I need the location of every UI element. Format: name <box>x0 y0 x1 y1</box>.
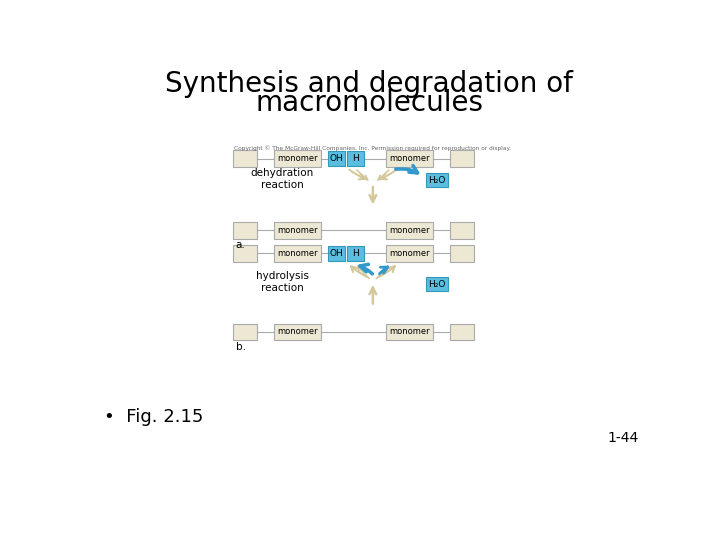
Bar <box>386 150 433 167</box>
Text: H₂O: H₂O <box>428 176 446 185</box>
Bar <box>449 150 474 167</box>
Text: b.: b. <box>235 342 246 352</box>
Bar <box>449 222 474 239</box>
Text: 1-44: 1-44 <box>608 431 639 446</box>
Bar <box>426 278 448 291</box>
Bar <box>328 151 345 166</box>
Text: H: H <box>351 249 359 258</box>
Bar <box>274 323 321 340</box>
Bar <box>274 222 321 239</box>
Text: dehydration
reaction: dehydration reaction <box>251 168 314 190</box>
Text: monomer: monomer <box>389 154 430 163</box>
Bar <box>449 245 474 262</box>
Text: monomer: monomer <box>277 249 318 258</box>
Text: monomer: monomer <box>389 327 430 336</box>
Bar <box>233 245 258 262</box>
Text: Copyright © The McGraw-Hill Companies, Inc. Permission required for reproduction: Copyright © The McGraw-Hill Companies, I… <box>235 145 511 151</box>
Text: H₂O: H₂O <box>428 280 446 289</box>
Text: a.: a. <box>235 240 246 251</box>
Text: monomer: monomer <box>277 154 318 163</box>
Text: macromolecules: macromolecules <box>255 90 483 117</box>
Text: Synthesis and degradation of: Synthesis and degradation of <box>165 70 573 98</box>
Text: monomer: monomer <box>389 226 430 235</box>
Text: monomer: monomer <box>277 327 318 336</box>
Bar <box>233 222 258 239</box>
Bar <box>274 150 321 167</box>
Text: hydrolysis
reaction: hydrolysis reaction <box>256 271 309 293</box>
Bar <box>346 151 364 166</box>
Text: OH: OH <box>330 249 343 258</box>
Bar <box>274 245 321 262</box>
Text: H: H <box>351 154 359 163</box>
Bar <box>386 245 433 262</box>
Bar <box>233 323 258 340</box>
Text: •  Fig. 2.15: • Fig. 2.15 <box>104 408 203 427</box>
Bar <box>328 246 345 261</box>
Bar <box>233 150 258 167</box>
Bar <box>346 246 364 261</box>
Text: monomer: monomer <box>389 249 430 258</box>
Bar <box>386 222 433 239</box>
Text: OH: OH <box>330 154 343 163</box>
Bar <box>386 323 433 340</box>
Bar <box>426 173 448 187</box>
Text: monomer: monomer <box>277 226 318 235</box>
Bar <box>449 323 474 340</box>
